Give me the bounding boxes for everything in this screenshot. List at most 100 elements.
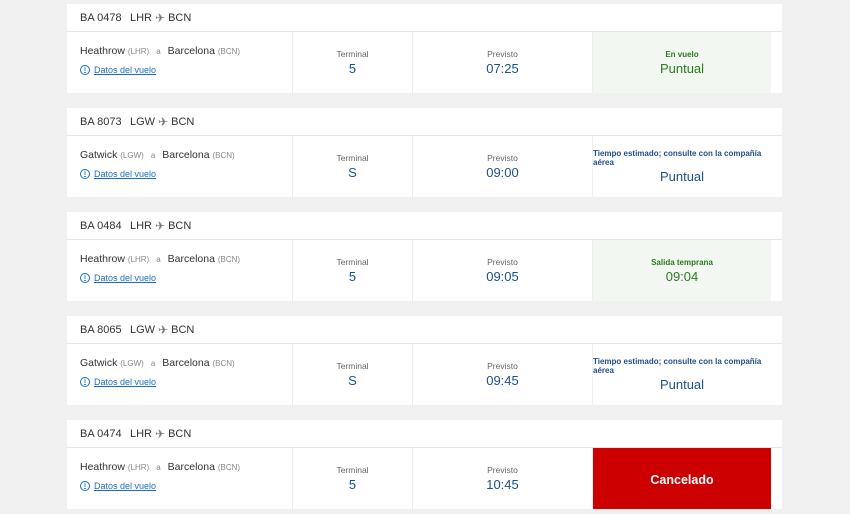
flight-details-label[interactable]: Datos del vuelo [94, 65, 157, 75]
origin-code: (LGW) [120, 359, 144, 368]
to-code: BCN [168, 219, 192, 232]
destination-code: (BCN) [212, 151, 235, 160]
plane-icon: ✈ [155, 218, 166, 233]
flight-details-label[interactable]: Datos del vuelo [94, 169, 157, 179]
scheduled-cell: Previsto 09:05 [413, 240, 593, 301]
flight-number: BA 0484 [80, 219, 122, 232]
terminal-label: Terminal [336, 49, 369, 59]
connector: a [150, 151, 156, 160]
terminal-label: Terminal [336, 465, 369, 475]
flight-details-link[interactable]: i Datos del vuelo [80, 65, 292, 75]
origin: Gatwick [80, 357, 118, 369]
flight-details-link[interactable]: i Datos del vuelo [80, 169, 292, 179]
terminal-label: Terminal [336, 153, 369, 163]
destination: Barcelona [167, 253, 215, 265]
flight-details-label[interactable]: Datos del vuelo [94, 273, 157, 283]
route-cell: Gatwick (LGW) a Barcelona (BCN) i Datos del… [67, 344, 293, 405]
plane-icon: ✈ [155, 426, 166, 441]
terminal-cell: Terminal 5 [293, 240, 413, 301]
flight-card: BA 0474 LHR ✈ BCN Heathrow (LHR) a Barcelo… [67, 420, 782, 509]
status-cell: Tiempo estimado; consulte con la compañí… [593, 136, 771, 197]
flight-number: BA 8073 [80, 115, 122, 128]
status-value: 09:04 [665, 268, 699, 284]
scheduled-time: 10:45 [486, 477, 519, 492]
route-cell: Gatwick (LGW) a Barcelona (BCN) i Datos del… [67, 136, 293, 197]
connector: a [156, 47, 161, 56]
flight-number: BA 0474 [80, 427, 122, 440]
terminal-value: S [348, 373, 357, 388]
flight-details-label[interactable]: Datos del vuelo [94, 481, 157, 491]
info-icon: i [80, 481, 90, 491]
flight-details-label[interactable]: Datos del vuelo [94, 377, 157, 387]
info-icon: i [80, 65, 90, 75]
destination-code: (BCN) [217, 463, 241, 472]
from-code: LHR [130, 427, 153, 440]
origin-code: (LHR) [127, 463, 150, 472]
origin: Gatwick [80, 149, 118, 161]
to-code: BCN [168, 427, 192, 440]
connector: a [156, 463, 161, 472]
info-icon: i [80, 273, 90, 283]
flight-card: BA 8073 LGW ✈ BCN Gatwick (LGW) a Barcelon… [67, 108, 782, 197]
origin-code: (LHR) [127, 47, 150, 56]
scheduled-cell: Previsto 10:45 [413, 448, 593, 509]
flight-header: BA 8073 LGW ✈ BCN [67, 108, 782, 136]
status-label: Tiempo estimado; consulte con la compañí… [593, 357, 762, 375]
status-label: Salida temprana [651, 257, 713, 267]
flight-details-link[interactable]: i Datos del vuelo [80, 377, 292, 387]
status-cell: Tiempo estimado; consulte con la compañí… [593, 344, 771, 405]
origin-code: (LHR) [127, 255, 150, 264]
info-icon: i [80, 377, 90, 387]
scheduled-cell: Previsto 07:25 [413, 32, 593, 93]
terminal-cell: Terminal 5 [293, 32, 413, 93]
to-code: BCN [171, 323, 195, 336]
status-cell: Salida temprana 09:04 [593, 240, 771, 301]
origin: Heathrow [80, 45, 125, 57]
scheduled-time: 09:05 [486, 269, 519, 284]
destination: Barcelona [162, 357, 210, 369]
scheduled-time: 07:25 [486, 61, 519, 76]
status-value: Cancelado [650, 472, 714, 487]
info-icon: i [80, 169, 90, 179]
destination: Barcelona [167, 45, 215, 57]
status-value: Puntual [659, 169, 705, 184]
terminal-cell: Terminal 5 [293, 448, 413, 509]
from-code: LGW [130, 115, 156, 128]
connector: a [156, 255, 161, 264]
flight-details-link[interactable]: i Datos del vuelo [80, 273, 292, 283]
status-label: En vuelo [665, 49, 699, 59]
flight-details-link[interactable]: i Datos del vuelo [80, 481, 292, 491]
destination-code: (BCN) [217, 47, 241, 56]
scheduled-label: Previsto [487, 153, 518, 163]
terminal-value: 5 [348, 269, 357, 284]
flight-header: BA 8065 LGW ✈ BCN [67, 316, 782, 344]
from-code: LHR [130, 219, 153, 232]
origin: Heathrow [80, 461, 125, 473]
destination: Barcelona [162, 149, 210, 161]
scheduled-cell: Previsto 09:45 [413, 344, 593, 405]
terminal-label: Terminal [336, 361, 369, 371]
flight-header: BA 0478 LHR ✈ BCN [67, 4, 782, 32]
destination-code: (BCN) [217, 255, 241, 264]
terminal-value: 5 [348, 477, 357, 492]
flight-number: BA 0478 [80, 11, 122, 24]
scheduled-time: 09:45 [486, 373, 519, 388]
scheduled-label: Previsto [487, 465, 518, 475]
status-cell: Cancelado [593, 448, 771, 509]
status-value: Puntual [659, 377, 705, 392]
plane-icon: ✈ [158, 114, 169, 129]
terminal-cell: Terminal S [293, 136, 413, 197]
scheduled-cell: Previsto 09:00 [413, 136, 593, 197]
terminal-value: S [348, 165, 357, 180]
flight-card: BA 8065 LGW ✈ BCN Gatwick (LGW) a Barcelon… [67, 316, 782, 405]
plane-icon: ✈ [155, 10, 166, 25]
origin: Heathrow [80, 253, 125, 265]
from-code: LGW [130, 323, 156, 336]
terminal-value: 5 [348, 61, 357, 76]
connector: a [150, 359, 156, 368]
destination: Barcelona [167, 461, 215, 473]
scheduled-label: Previsto [487, 361, 518, 371]
flight-number: BA 8065 [80, 323, 122, 336]
flight-header: BA 0484 LHR ✈ BCN [67, 212, 782, 240]
route-cell: Heathrow (LHR) a Barcelona (BCN) i Datos de… [67, 240, 293, 301]
